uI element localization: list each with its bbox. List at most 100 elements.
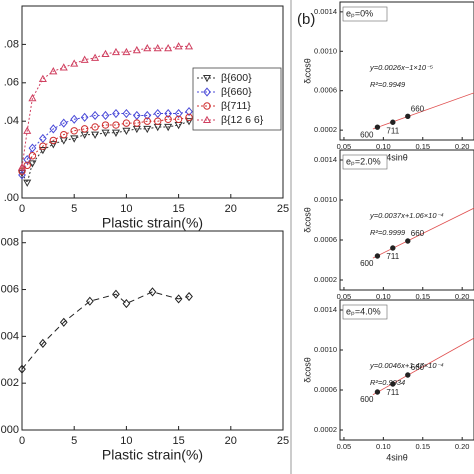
- point: [91, 131, 100, 139]
- point-label: 711: [386, 126, 399, 135]
- y-tick-label: .004: [0, 330, 19, 342]
- point-label: 600: [360, 259, 374, 268]
- point: [111, 129, 121, 137]
- x-tick-label: 0.05: [337, 292, 352, 301]
- point-label: 660: [411, 363, 425, 372]
- y-tick-label: 0.0002: [314, 125, 337, 134]
- point: [28, 93, 37, 102]
- point: [390, 119, 396, 125]
- point: [143, 110, 152, 121]
- legend-label: β{711}: [221, 100, 251, 112]
- x-tick-label: 0.20: [455, 442, 470, 451]
- point: [49, 67, 58, 75]
- point: [23, 179, 32, 187]
- fit-r2: R²=0.9949: [370, 80, 406, 89]
- x-tick-label: 0.05: [337, 442, 352, 451]
- x-tick-label: 0.15: [415, 442, 430, 451]
- condition-label: eₚ=0%: [346, 8, 373, 18]
- point: [374, 389, 381, 395]
- x-tick-label: 5: [71, 435, 77, 447]
- point: [59, 118, 68, 128]
- point: [91, 110, 99, 121]
- y-tick-label: .00: [4, 192, 19, 204]
- point: [122, 47, 131, 56]
- point: [23, 155, 32, 165]
- point: [122, 119, 131, 127]
- point: [390, 245, 396, 251]
- x-tick-label: 15: [172, 435, 184, 447]
- point: [143, 125, 152, 134]
- point: [185, 107, 193, 117]
- plot-frame: [339, 1, 474, 141]
- point: [23, 161, 31, 170]
- y-tick-label: 0.0014: [314, 155, 337, 164]
- x-tick-label: 0.20: [455, 142, 470, 151]
- point: [405, 113, 411, 120]
- x-tick-label: 0.15: [415, 292, 430, 301]
- fit-equation: y=0.0046x+1.47×10⁻⁴: [369, 361, 444, 370]
- plot-frame: [21, 230, 284, 431]
- y-tick-label: 0.0014: [314, 7, 337, 16]
- point: [70, 114, 79, 124]
- point: [184, 118, 194, 126]
- point: [39, 142, 47, 150]
- y-tick-label: .008: [0, 237, 19, 249]
- x-tick-label: 0: [19, 435, 25, 447]
- point: [133, 119, 141, 127]
- point: [18, 167, 26, 175]
- point: [101, 121, 110, 129]
- fit-equation: y=0.0037x+1.06×10⁻⁴: [369, 211, 444, 220]
- y-tick-label: .04: [4, 115, 19, 127]
- fit-line: [372, 337, 474, 396]
- point: [143, 44, 152, 52]
- x-tick-label: 0.05: [337, 142, 352, 151]
- point: [132, 45, 141, 54]
- point: [49, 141, 58, 149]
- y-tick-label: 0.0010: [314, 195, 337, 204]
- point: [174, 108, 183, 119]
- y-tick-label: 0.0002: [314, 275, 337, 284]
- y-tick-label: .006: [0, 283, 19, 295]
- point: [122, 108, 131, 119]
- point: [49, 136, 58, 145]
- point: [374, 253, 381, 259]
- legend-label: β{600}: [221, 72, 252, 84]
- point: [28, 160, 37, 168]
- point: [164, 123, 173, 132]
- point: [39, 133, 47, 144]
- x-tick-label: 10: [120, 203, 132, 215]
- fit-equation: y=0.0026x−1×10⁻⁵: [369, 63, 433, 72]
- legend-marker: [202, 115, 212, 124]
- point: [174, 115, 183, 123]
- point: [28, 152, 37, 160]
- y-axis-label: δᵢcosθ: [302, 58, 312, 83]
- legend-label: β{12 6 6}: [221, 114, 264, 126]
- x-tick-label: 20: [225, 203, 237, 215]
- x-tick-label: 20: [225, 435, 237, 447]
- point: [23, 126, 32, 134]
- point: [101, 49, 110, 58]
- point: [164, 44, 173, 52]
- x-axis-label: Plastic strain(%): [102, 215, 203, 231]
- point: [86, 296, 94, 306]
- label-box: [342, 304, 388, 320]
- point: [111, 47, 121, 56]
- y-tick-label: .000: [0, 424, 19, 436]
- point: [80, 112, 89, 122]
- point: [91, 123, 99, 131]
- series-line: [21, 291, 190, 370]
- point: [185, 291, 193, 302]
- point: [17, 163, 27, 171]
- point: [101, 129, 110, 137]
- x-axis-label: Plastic strain(%): [102, 447, 203, 463]
- point-label: 600: [360, 395, 374, 404]
- point: [112, 289, 120, 299]
- y-tick-label: .06: [4, 77, 19, 89]
- y-tick-label: 0.0002: [314, 425, 337, 434]
- point: [184, 42, 194, 50]
- fit-line: [372, 207, 474, 259]
- point: [143, 117, 151, 125]
- y-tick-label: 0.0006: [314, 86, 337, 95]
- x-tick-label: 0: [19, 203, 25, 215]
- fit-line: [372, 92, 474, 130]
